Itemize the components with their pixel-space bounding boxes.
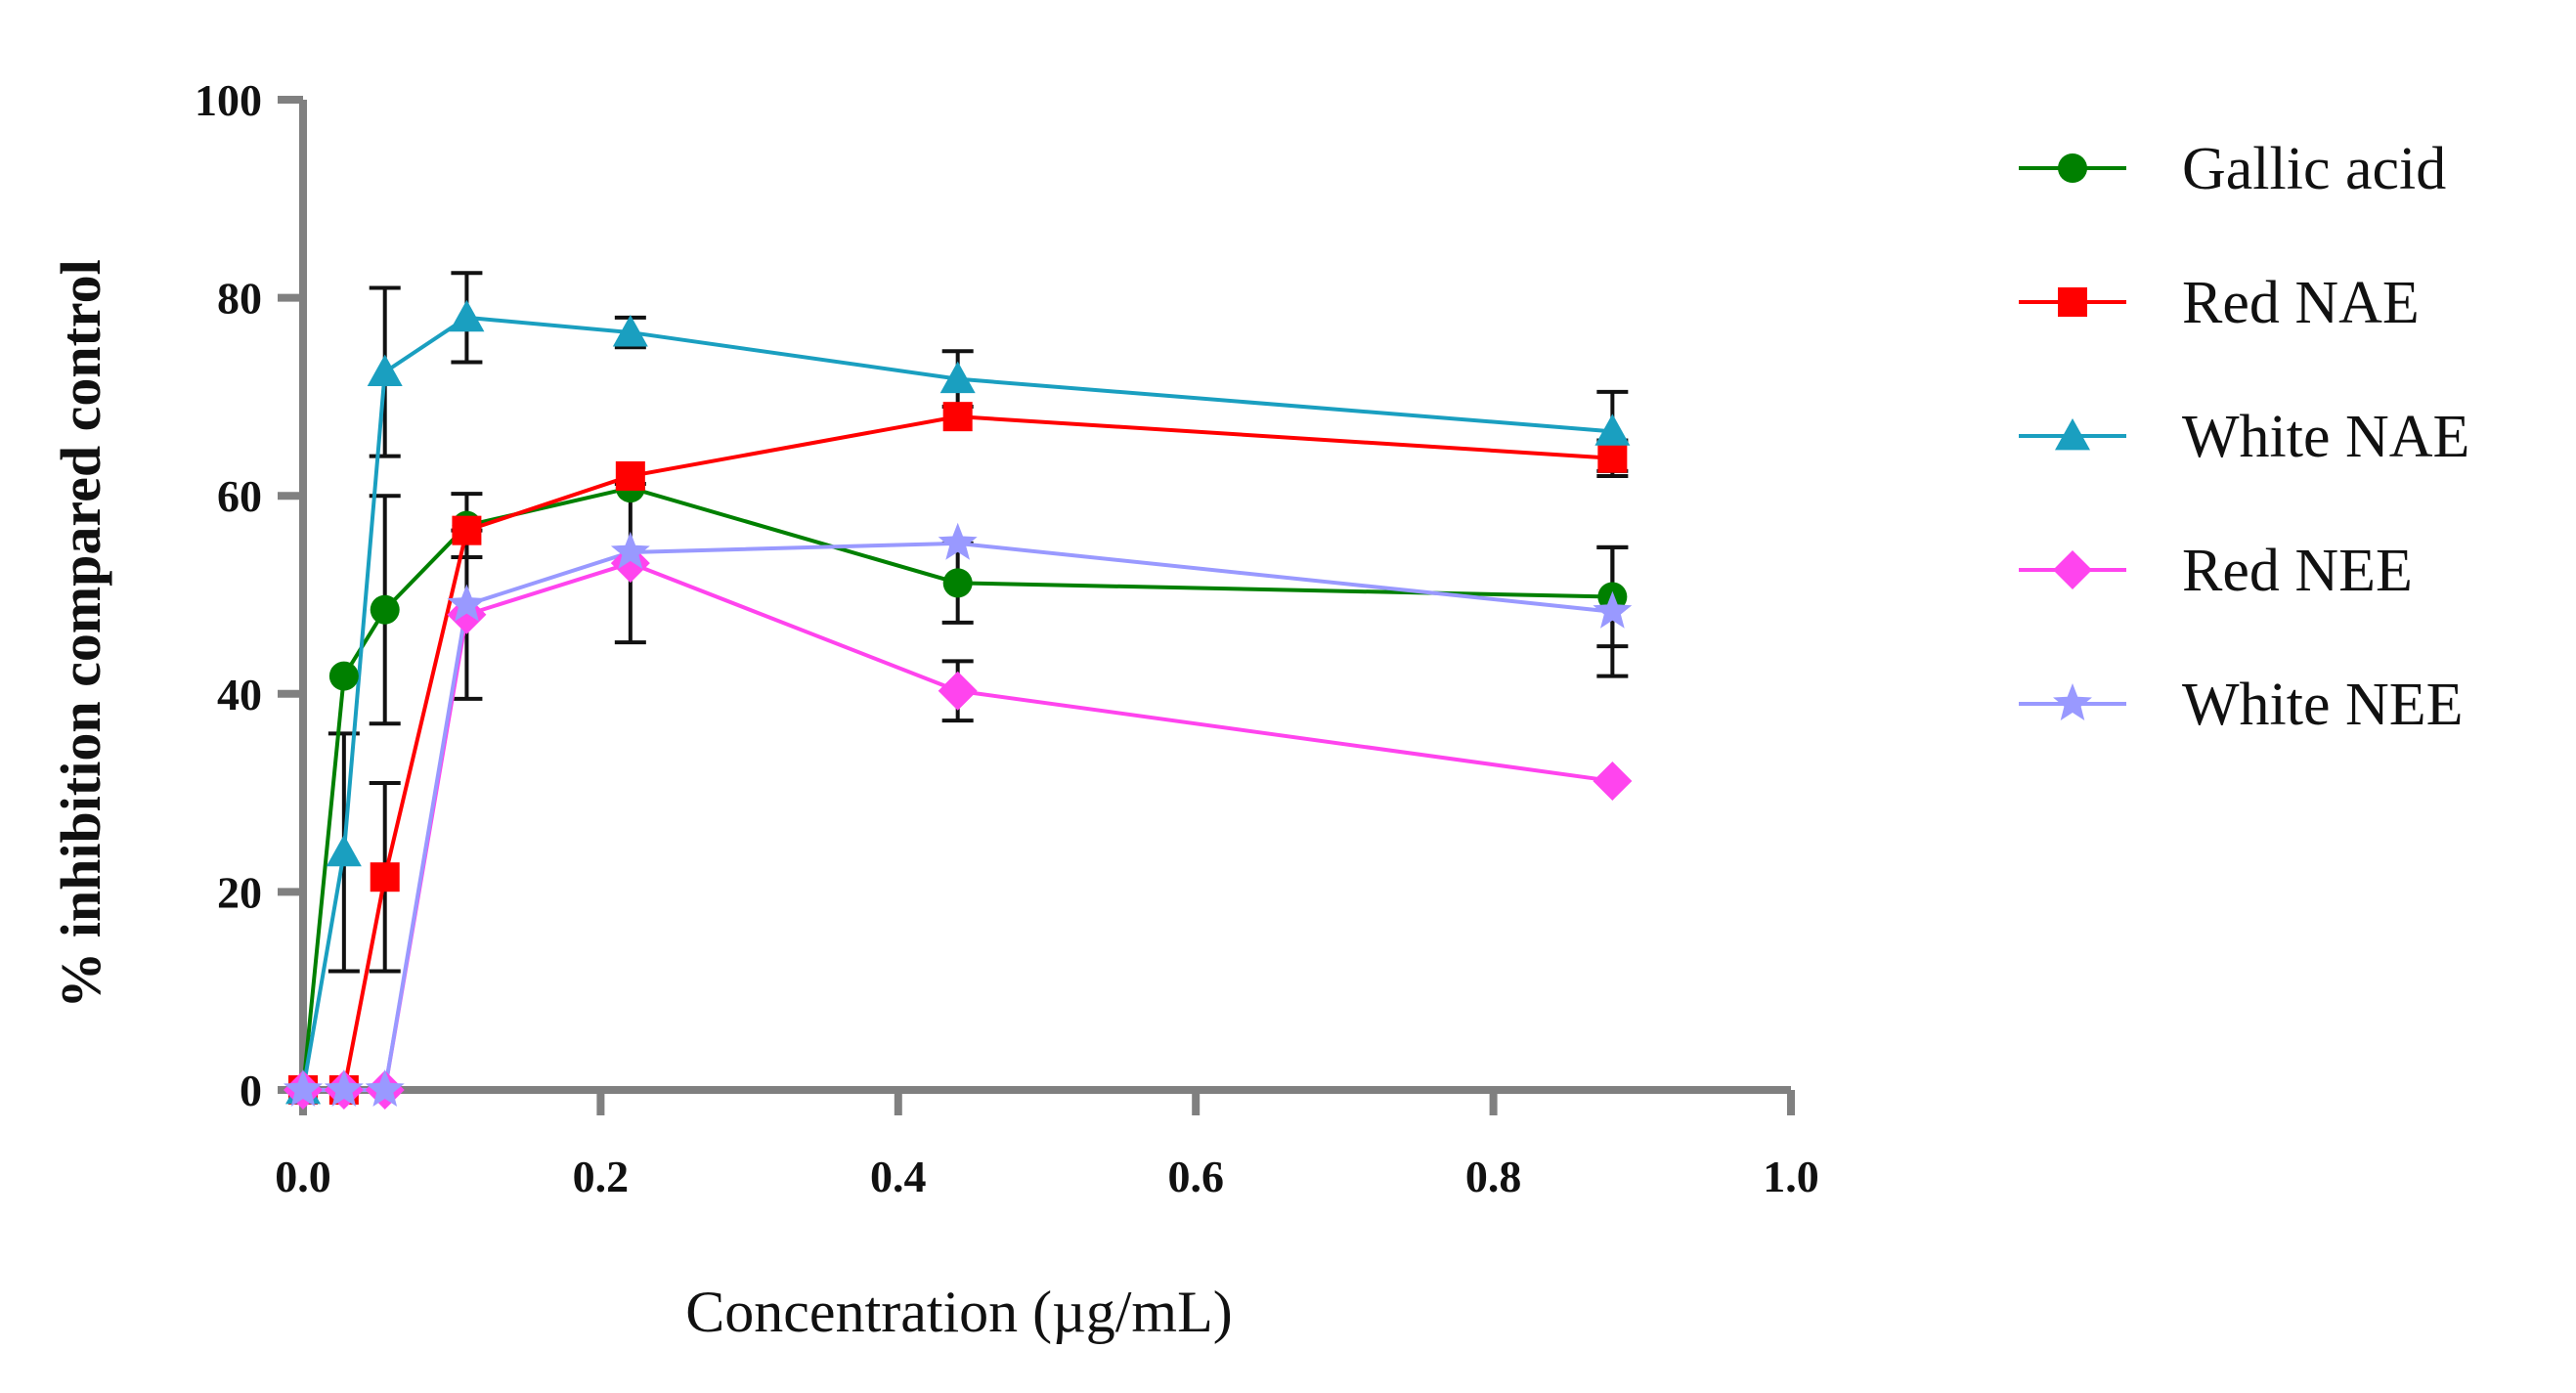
x-tick-label: 0.0: [275, 1152, 331, 1201]
y-tick-label: 80: [217, 274, 262, 324]
legend: Gallic acid Red NAE White NAE Red NEE White …: [2019, 136, 2469, 738]
data-point: [1593, 590, 1633, 629]
data-point: [1593, 761, 1633, 801]
data-point: [612, 315, 648, 347]
legend-marker: [2058, 153, 2087, 183]
legend-label: Gallic acid: [2182, 136, 2446, 202]
y-tick-label: 0: [240, 1066, 262, 1115]
series-markers: [284, 299, 1633, 1110]
data-point: [452, 515, 482, 545]
y-tick-label: 40: [217, 670, 262, 719]
data-point: [447, 584, 487, 622]
data-point: [365, 1069, 405, 1107]
y-tick-label: 60: [217, 471, 262, 521]
y-tick-label: 100: [195, 75, 262, 125]
data-point: [367, 354, 403, 386]
legend-label: White NAE: [2182, 404, 2469, 470]
data-point: [942, 568, 973, 598]
error-bars: [327, 271, 1629, 974]
data-point: [939, 361, 976, 394]
legend-marker: [2053, 683, 2092, 720]
data-point: [328, 661, 359, 691]
data-point: [615, 460, 645, 491]
data-point: [938, 522, 978, 560]
data-point: [449, 299, 485, 332]
legend-marker: [2058, 287, 2087, 317]
data-point: [610, 531, 650, 569]
x-tick-label: 0.4: [870, 1152, 927, 1201]
data-point: [1594, 414, 1631, 446]
y-tick-label: 20: [217, 867, 262, 917]
axes: 0 20 40 60 80 100 0.0 0.2 0.4 0.6 0.8 1.0 Concentrat…: [49, 75, 1819, 1344]
series-line-white-nee: [303, 541, 1613, 1092]
legend-label: Red NEE: [2182, 538, 2413, 604]
series-line-red-nee: [303, 560, 1613, 1092]
legend-label: Red NAE: [2182, 270, 2420, 336]
data-point: [370, 862, 400, 892]
legend-marker: [2055, 418, 2090, 451]
y-axis-title: % inhibition compared control: [49, 259, 112, 1008]
data-point: [942, 402, 973, 432]
data-point: [938, 671, 978, 711]
x-tick-label: 0.6: [1167, 1152, 1224, 1201]
x-tick-label: 0.2: [573, 1152, 630, 1201]
data-point: [370, 594, 400, 625]
x-axis-title: Concentration (µg/mL): [685, 1280, 1232, 1344]
data-point: [324, 1069, 364, 1107]
legend-label: White NEE: [2182, 672, 2464, 738]
data-point: [284, 1069, 323, 1107]
x-tick-label: 0.8: [1465, 1152, 1522, 1201]
data-point: [1597, 443, 1628, 473]
legend-marker: [2053, 550, 2092, 589]
data-point: [326, 834, 362, 867]
x-tick-label: 1.0: [1763, 1152, 1819, 1201]
